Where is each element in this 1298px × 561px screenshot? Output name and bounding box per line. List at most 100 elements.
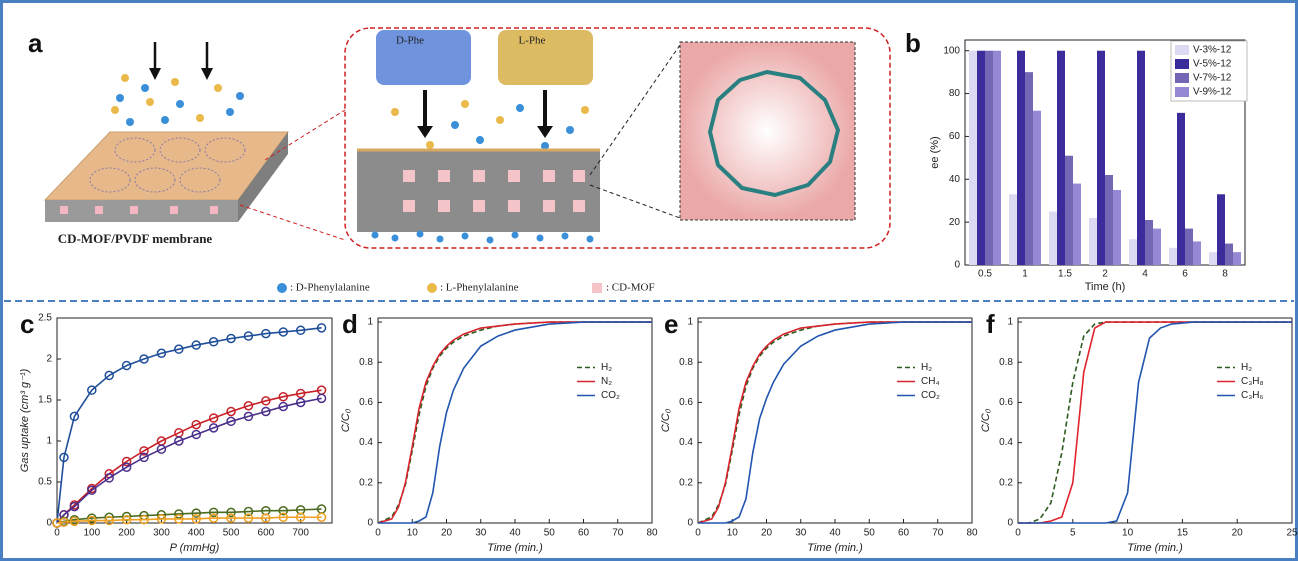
y-tick-label: 0.2 <box>359 477 373 488</box>
marker <box>278 505 289 516</box>
marker <box>139 514 149 525</box>
marker <box>156 348 167 359</box>
marker <box>208 337 219 347</box>
marker <box>295 397 306 408</box>
marker <box>316 512 327 523</box>
marker <box>69 411 80 422</box>
x-tick-label: 600 <box>258 528 275 539</box>
zoom-line <box>589 44 681 176</box>
x-tick-label: 70 <box>612 528 624 539</box>
y-tick-label: 2 <box>46 354 52 365</box>
marker <box>191 508 201 518</box>
x-tick-label: 40 <box>509 528 521 539</box>
bar <box>1137 50 1145 265</box>
marker <box>191 429 201 440</box>
y-tick-label: 0.6 <box>359 397 373 408</box>
series-line <box>698 321 972 524</box>
marker <box>278 391 289 402</box>
marker <box>139 446 149 456</box>
series-line <box>697 321 972 524</box>
marker <box>121 514 132 525</box>
bar <box>1017 50 1025 265</box>
series-line <box>377 321 652 524</box>
y-axis-label: C/C₀ <box>980 408 992 432</box>
x-tick-label: 50 <box>544 528 556 539</box>
legend-label: CH₄ <box>921 376 940 387</box>
series-line <box>1018 321 1292 524</box>
series-line <box>56 327 322 524</box>
bar <box>1033 110 1041 265</box>
marker <box>316 323 327 333</box>
series-line <box>697 321 972 524</box>
y-tick-label: 1.5 <box>38 395 52 406</box>
x-axis-label: Time (min.) <box>1127 542 1183 554</box>
y-tick-label: 0.8 <box>359 357 373 368</box>
series-line <box>377 321 652 524</box>
marker <box>174 436 184 446</box>
legend-label: CO₂ <box>921 390 940 401</box>
x-tick-label: 10 <box>407 528 419 539</box>
bar <box>1209 252 1217 265</box>
x-tick-label: 0.5 <box>978 269 992 280</box>
legend-label: V-7%-12 <box>1193 73 1232 84</box>
plot-frame <box>1017 317 1293 524</box>
legend-label: N₂ <box>601 376 612 387</box>
legend-label: C₃H₈ <box>1241 376 1264 387</box>
marker <box>295 325 306 336</box>
panel-label: f <box>986 309 995 339</box>
y-tick-label: 0.2 <box>999 477 1013 488</box>
series-line <box>378 321 652 524</box>
panel-label: d <box>342 309 358 339</box>
legend-label: V-3%-12 <box>1193 45 1232 56</box>
x-tick-label: 5 <box>1070 528 1076 539</box>
bar <box>985 50 993 265</box>
x-tick-label: 400 <box>188 528 205 539</box>
marker <box>316 393 327 404</box>
legend-text: : CD-MOF <box>606 282 655 294</box>
marker <box>69 516 80 527</box>
y-tick-label: 0 <box>46 518 52 529</box>
x-tick-label: 0 <box>695 528 701 539</box>
legend-label: H₂ <box>601 362 612 373</box>
marker <box>191 514 201 524</box>
x-tick-label: 700 <box>292 528 309 539</box>
marker <box>156 444 167 454</box>
bar <box>1217 194 1225 265</box>
legend-swatch <box>1175 87 1189 97</box>
x-tick-label: 20 <box>761 528 773 539</box>
y-tick-label: 0 <box>687 518 693 529</box>
x-tick-label: 0 <box>375 528 381 539</box>
marker <box>104 370 114 381</box>
bar <box>1105 175 1113 265</box>
x-tick-label: 30 <box>475 528 487 539</box>
x-tick-label: 15 <box>1177 528 1189 539</box>
marker <box>226 513 236 523</box>
marker <box>243 331 254 341</box>
bar <box>1145 220 1153 265</box>
marker <box>156 514 167 524</box>
cd-ring <box>708 70 840 197</box>
marker <box>295 512 306 523</box>
legend-label: V-5%-12 <box>1193 59 1232 70</box>
zoom-box <box>344 27 891 249</box>
marker <box>104 515 114 526</box>
x-tick-label: 20 <box>1232 528 1244 539</box>
bar <box>1089 217 1097 265</box>
y-tick-label: 0.2 <box>679 477 693 488</box>
x-tick-label: 100 <box>83 528 100 539</box>
marker <box>208 507 219 518</box>
legend-label: C₃H₆ <box>1241 390 1264 401</box>
marker <box>208 513 219 523</box>
marker <box>226 507 236 518</box>
series-line <box>56 389 322 524</box>
y-tick-label: 100 <box>943 45 960 56</box>
bar <box>1025 72 1033 266</box>
y-axis-label: Gas uptake (cm³ g⁻¹) <box>19 368 31 472</box>
bar <box>993 50 1001 265</box>
x-tick-label: 10 <box>1122 528 1134 539</box>
plot-frame <box>697 317 973 524</box>
y-tick-label: 1 <box>46 436 52 447</box>
marker <box>226 416 236 427</box>
